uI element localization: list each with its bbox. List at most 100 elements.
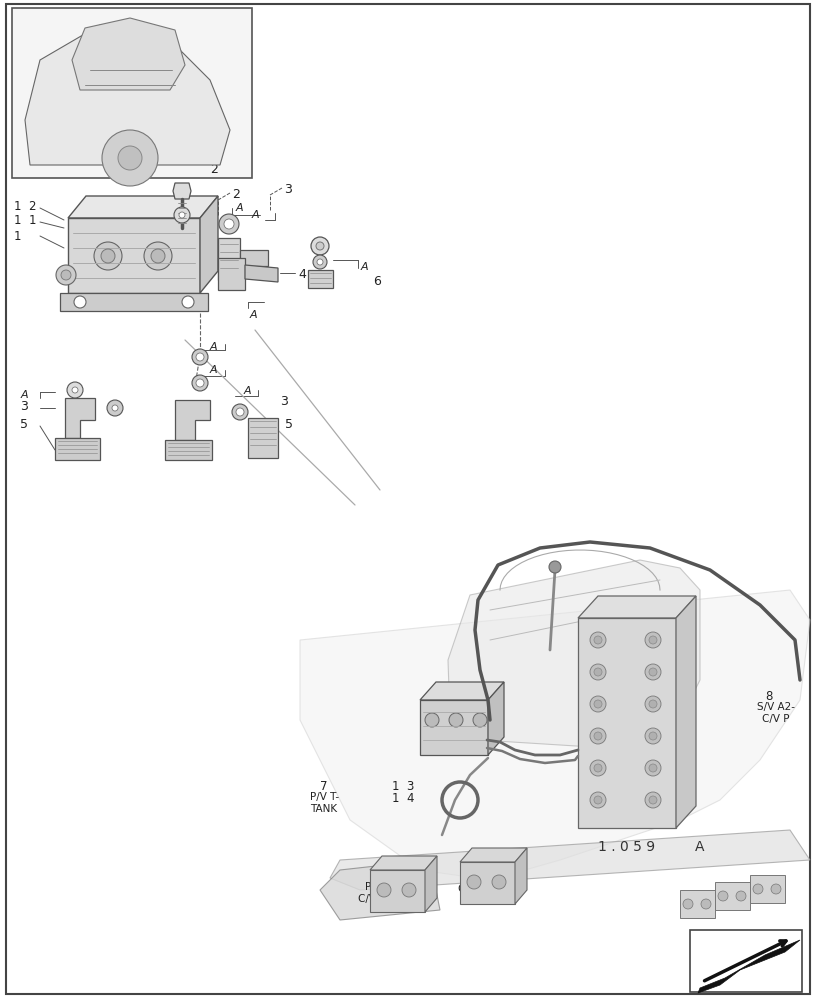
Polygon shape: [68, 196, 218, 218]
Polygon shape: [420, 682, 504, 700]
Text: 1  4: 1 4: [392, 792, 415, 805]
Circle shape: [107, 400, 123, 416]
Circle shape: [67, 382, 83, 398]
Polygon shape: [218, 238, 240, 280]
Circle shape: [61, 270, 71, 280]
Circle shape: [311, 237, 329, 255]
Text: 3: 3: [284, 183, 292, 196]
Polygon shape: [300, 590, 810, 880]
Text: A: A: [695, 840, 704, 854]
Polygon shape: [515, 848, 527, 904]
Text: 1 . 0 5 9: 1 . 0 5 9: [598, 840, 655, 854]
Circle shape: [118, 146, 142, 170]
Polygon shape: [245, 265, 278, 282]
Polygon shape: [578, 618, 676, 828]
Text: C/V Pa1: C/V Pa1: [458, 884, 498, 894]
Bar: [690, 930, 802, 992]
Polygon shape: [370, 870, 425, 912]
Polygon shape: [72, 18, 185, 90]
Circle shape: [492, 875, 506, 889]
Text: 3: 3: [20, 400, 28, 413]
Circle shape: [753, 884, 763, 894]
Text: 1  3: 1 3: [392, 780, 415, 793]
Circle shape: [590, 792, 606, 808]
Circle shape: [594, 764, 602, 772]
Circle shape: [594, 700, 602, 708]
Circle shape: [182, 296, 194, 308]
Text: 1  2: 1 2: [14, 200, 37, 213]
Text: A: A: [210, 365, 218, 375]
Text: 9: 9: [378, 870, 385, 883]
Polygon shape: [248, 418, 278, 458]
Circle shape: [101, 249, 115, 263]
Circle shape: [683, 899, 693, 909]
Circle shape: [313, 255, 327, 269]
Circle shape: [701, 899, 711, 909]
Circle shape: [649, 764, 657, 772]
Polygon shape: [240, 250, 268, 266]
Circle shape: [590, 728, 606, 744]
Text: 2: 2: [210, 163, 218, 176]
Circle shape: [144, 242, 172, 270]
Polygon shape: [175, 400, 210, 440]
Polygon shape: [750, 875, 785, 903]
Polygon shape: [425, 856, 437, 912]
Polygon shape: [60, 293, 208, 311]
Circle shape: [402, 883, 416, 897]
Text: A: A: [20, 390, 28, 400]
Text: 1  0: 1 0: [470, 860, 492, 873]
Circle shape: [56, 265, 76, 285]
Polygon shape: [65, 398, 95, 438]
Circle shape: [196, 379, 204, 387]
Polygon shape: [698, 940, 800, 993]
Circle shape: [590, 760, 606, 776]
Text: 5: 5: [20, 418, 28, 431]
Circle shape: [179, 212, 185, 218]
Circle shape: [645, 664, 661, 680]
Polygon shape: [420, 700, 488, 755]
Polygon shape: [578, 596, 696, 618]
Text: A: A: [244, 386, 251, 396]
Polygon shape: [715, 882, 750, 910]
Circle shape: [645, 792, 661, 808]
Text: 7: 7: [320, 780, 327, 793]
Circle shape: [425, 713, 439, 727]
Polygon shape: [173, 183, 191, 199]
Text: C/V P: C/V P: [762, 714, 790, 724]
Polygon shape: [165, 440, 212, 460]
Circle shape: [174, 207, 190, 223]
Circle shape: [645, 696, 661, 712]
Circle shape: [316, 242, 324, 250]
Circle shape: [473, 713, 487, 727]
Polygon shape: [55, 438, 100, 460]
Polygon shape: [320, 860, 440, 920]
Polygon shape: [448, 560, 700, 750]
Polygon shape: [680, 890, 715, 918]
Circle shape: [590, 664, 606, 680]
Circle shape: [94, 242, 122, 270]
Circle shape: [736, 891, 746, 901]
Circle shape: [196, 353, 204, 361]
Circle shape: [549, 561, 561, 573]
Circle shape: [594, 732, 602, 740]
Circle shape: [649, 796, 657, 804]
Circle shape: [590, 632, 606, 648]
Circle shape: [590, 696, 606, 712]
Circle shape: [151, 249, 165, 263]
Text: P/V 2-: P/V 2-: [365, 882, 396, 892]
Text: P/V T-: P/V T-: [310, 792, 339, 802]
Circle shape: [112, 405, 118, 411]
Polygon shape: [218, 258, 245, 290]
Circle shape: [449, 713, 463, 727]
Circle shape: [467, 875, 481, 889]
Circle shape: [236, 408, 244, 416]
Circle shape: [192, 375, 208, 391]
Circle shape: [649, 636, 657, 644]
Circle shape: [192, 349, 208, 365]
Circle shape: [771, 884, 781, 894]
Circle shape: [72, 387, 78, 393]
Circle shape: [594, 668, 602, 676]
Circle shape: [649, 700, 657, 708]
Circle shape: [718, 891, 728, 901]
Polygon shape: [460, 862, 515, 904]
